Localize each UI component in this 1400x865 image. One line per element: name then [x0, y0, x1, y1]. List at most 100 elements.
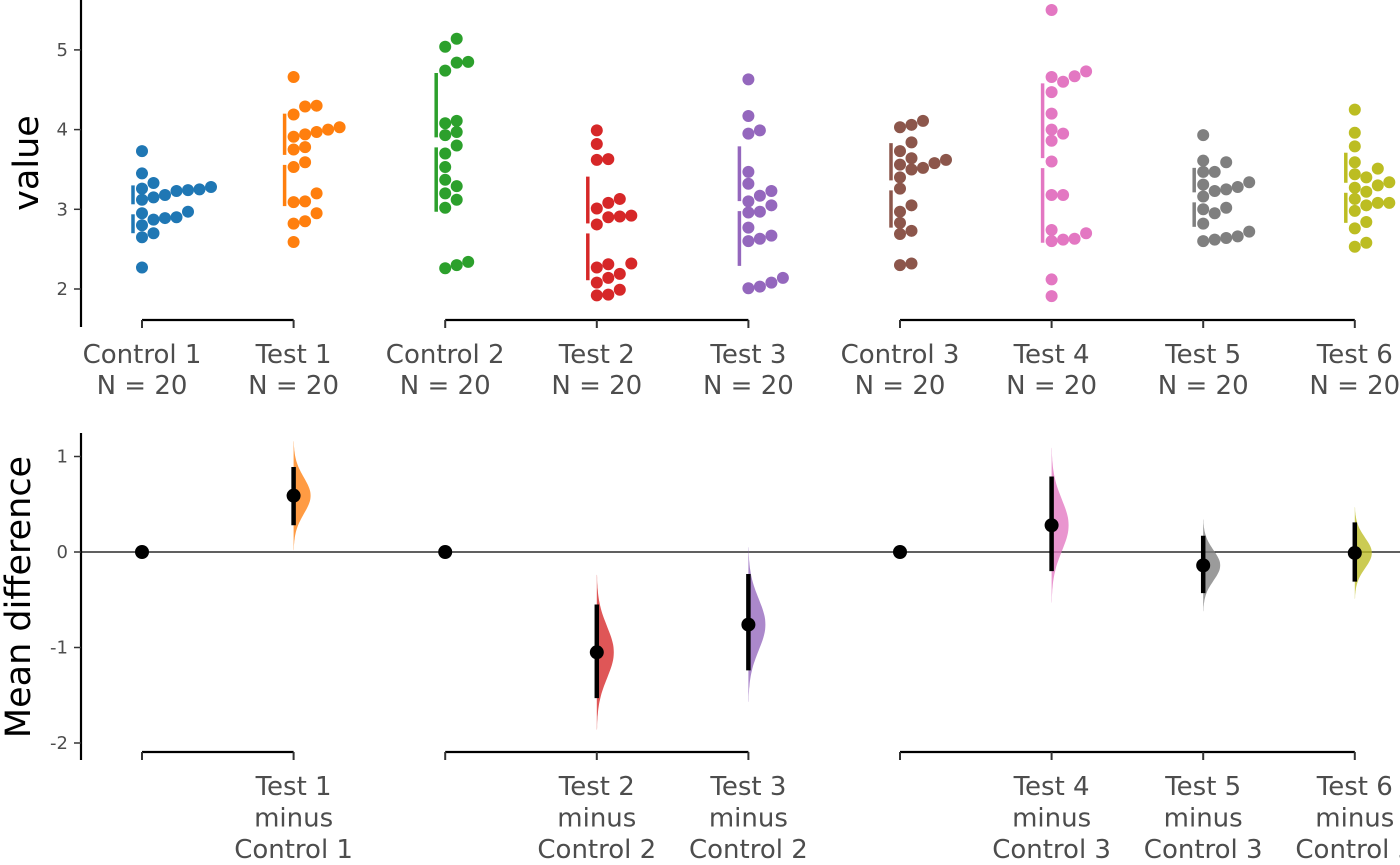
- data-point-control-2: [450, 180, 463, 193]
- data-point-test-5: [1231, 230, 1244, 243]
- category-label-test-3: Test 3: [709, 340, 786, 370]
- data-point-test-5: [1220, 201, 1233, 214]
- data-point-control-1: [182, 184, 194, 197]
- sample-size-label-test-5: N = 20: [1158, 371, 1249, 401]
- data-point-test-6: [1348, 156, 1361, 169]
- bottom-y-tick-label: -2: [50, 733, 68, 754]
- data-point-test-1: [287, 217, 300, 230]
- data-point-test-4: [1057, 188, 1070, 201]
- comparison-label-test-1: Control 1: [234, 835, 353, 865]
- data-point-control-2: [439, 173, 452, 186]
- category-label-control-2: Control 2: [386, 340, 505, 370]
- comparison-label-test-1: minus: [254, 804, 333, 834]
- bootstrap-distribution-test-5: [1203, 519, 1221, 612]
- data-point-test-4: [1068, 70, 1081, 83]
- bottom-y-ticks: 1 0 -1 -2: [50, 447, 81, 754]
- data-point-test-4: [1045, 107, 1058, 120]
- top-x-axis-segments: [141, 318, 1356, 328]
- comparison-label-test-6: Control 3: [1295, 835, 1400, 865]
- data-point-test-4: [1057, 127, 1070, 140]
- data-point-test-4: [1080, 65, 1093, 78]
- data-point-control-2: [450, 32, 463, 45]
- top-data-points: [136, 4, 1396, 303]
- sample-size-label-test-2: N = 20: [551, 371, 642, 401]
- sample-size-label-test-4: N = 20: [1006, 371, 1097, 401]
- data-point-test-5: [1220, 183, 1233, 196]
- bootstrap-distributions: [293, 441, 1372, 730]
- data-point-test-5: [1208, 207, 1221, 220]
- data-point-test-1: [299, 195, 312, 208]
- data-point-test-2: [613, 192, 626, 205]
- data-point-test-4: [1045, 235, 1058, 248]
- data-point-test-1: [287, 235, 300, 248]
- data-point-test-1: [322, 123, 335, 136]
- data-point-test-4: [1045, 290, 1058, 303]
- data-point-test-5: [1197, 178, 1210, 191]
- data-point-test-3: [742, 282, 755, 295]
- comparison-label-test-6: Test 6: [1316, 772, 1393, 802]
- comparison-label-test-5: Test 5: [1164, 772, 1241, 802]
- data-point-test-1: [299, 128, 312, 141]
- bootstrap-distribution-test-4: [1051, 447, 1069, 603]
- data-point-control-3: [905, 224, 918, 237]
- data-point-test-1: [299, 156, 312, 169]
- data-point-control-1: [147, 176, 160, 189]
- comparison-label-test-2: minus: [557, 804, 636, 834]
- data-point-test-5: [1220, 231, 1233, 244]
- category-label-test-1: Test 1: [255, 340, 332, 370]
- data-point-control-3: [894, 216, 906, 229]
- data-point-test-6: [1348, 204, 1361, 217]
- data-point-test-1: [310, 207, 323, 220]
- data-point-test-3: [776, 271, 789, 284]
- data-point-control-3: [917, 161, 929, 174]
- data-point-test-4: [1045, 4, 1058, 17]
- data-point-control-2: [439, 161, 452, 174]
- data-point-test-2: [625, 209, 638, 222]
- sample-size-label-control-1: N = 20: [97, 371, 188, 401]
- data-point-control-1: [182, 205, 194, 218]
- data-point-control-3: [894, 171, 906, 184]
- data-point-control-1: [159, 212, 171, 225]
- data-point-test-3: [753, 280, 766, 293]
- data-point-test-1: [310, 187, 323, 200]
- data-point-test-2: [602, 153, 615, 166]
- data-point-test-6: [1348, 181, 1361, 194]
- data-point-test-3: [742, 73, 755, 86]
- data-point-control-1: [136, 207, 148, 220]
- bottom-y-tick-label: 1: [57, 447, 68, 468]
- data-point-control-3: [905, 152, 918, 165]
- data-point-control-3: [894, 121, 906, 134]
- data-point-control-3: [905, 118, 918, 131]
- data-point-test-2: [602, 271, 615, 284]
- data-point-test-3: [742, 177, 755, 190]
- category-label-control-1: Control 1: [83, 340, 202, 370]
- bootstrap-distribution-test-2: [596, 574, 614, 730]
- top-y-ticks: 2 3 4 5: [57, 40, 81, 300]
- data-point-control-3: [905, 136, 918, 149]
- data-point-test-3: [765, 199, 778, 212]
- data-point-test-5: [1197, 129, 1210, 142]
- data-point-test-2: [602, 196, 615, 209]
- data-point-test-6: [1348, 126, 1361, 139]
- data-point-control-2: [462, 55, 475, 68]
- comparison-label-test-6: minus: [1315, 804, 1394, 834]
- category-label-control-3: Control 3: [841, 340, 960, 370]
- comparison-label-test-3: Control 2: [689, 835, 808, 865]
- data-point-control-3: [905, 163, 918, 176]
- data-point-control-2: [439, 40, 452, 53]
- data-point-control-1: [136, 167, 148, 180]
- bootstrap-distribution-test-3: [748, 547, 766, 702]
- data-point-control-2: [439, 262, 452, 275]
- top-y-tick-label: 3: [57, 199, 68, 220]
- data-point-test-5: [1208, 165, 1221, 178]
- data-point-test-3: [753, 232, 766, 245]
- data-point-test-1: [287, 143, 300, 156]
- data-point-control-1: [193, 183, 206, 196]
- data-point-control-3: [894, 205, 906, 218]
- data-point-control-1: [136, 182, 148, 195]
- data-point-test-6: [1371, 196, 1384, 209]
- data-point-test-5: [1220, 156, 1233, 169]
- data-point-test-6: [1371, 162, 1384, 175]
